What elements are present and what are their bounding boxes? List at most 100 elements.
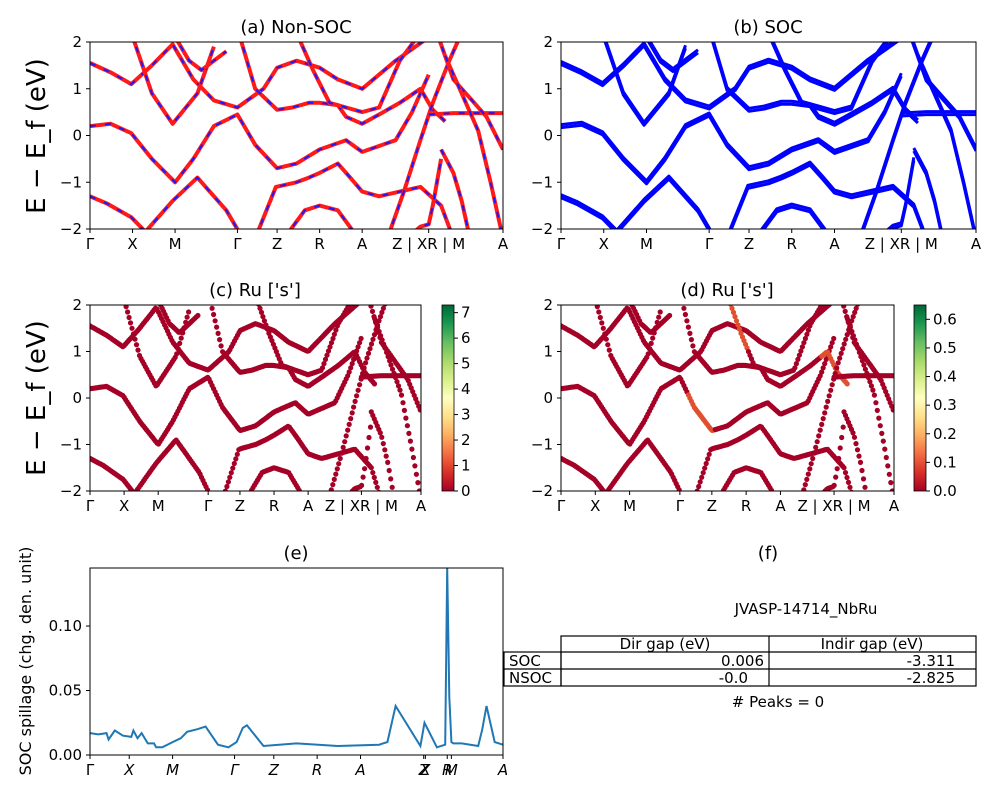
projection-dot (845, 479, 852, 485)
projection-dot (890, 407, 894, 413)
y-tick-label: −2 (60, 482, 82, 500)
projection-dot (849, 328, 855, 335)
projection-dot (407, 438, 413, 444)
projection-dot (135, 495, 140, 500)
band-line-soc (615, 174, 712, 229)
projection-dot (627, 296, 632, 301)
projection-dot (838, 350, 844, 356)
projection-dot (843, 336, 849, 342)
y-tick-label: 0 (72, 127, 82, 145)
x-tick-label: Z (272, 235, 282, 253)
colorbar-tick-label: 4 (461, 380, 471, 398)
projection-dot (178, 335, 184, 341)
projection-dot (685, 324, 692, 330)
x-tick-label: M (640, 235, 653, 253)
projection-dot (221, 493, 226, 498)
projection-dot (211, 311, 217, 318)
x-tick-label: A (498, 235, 509, 253)
x-tick-label: R (269, 497, 279, 515)
projection-dot (805, 327, 812, 333)
projection-dot (351, 295, 356, 300)
projection-dot (603, 491, 608, 496)
band-line-nonsoc (132, 42, 216, 126)
projection-dot (367, 424, 374, 430)
projection-dot (831, 335, 837, 342)
panel-d-xticks: Γ X M Γ Z R A Z | XR | M A (557, 491, 900, 515)
projection-dot (850, 314, 856, 320)
band-line-nonsoc (414, 158, 444, 229)
projection-dot (330, 482, 336, 488)
band-line-soc (728, 160, 925, 229)
projection-dot (363, 360, 369, 366)
x-tick-label: Z | XR | M (392, 235, 465, 253)
projection-dot (879, 430, 885, 436)
projection-dot (877, 423, 883, 429)
projection-dot (389, 484, 395, 490)
panel-d-colorbar (913, 304, 927, 492)
projection-dot (856, 453, 862, 459)
projection-dot (825, 398, 831, 404)
panel-d-yticks: 2 1 0 −1 −2 (531, 296, 561, 500)
projection-dot (814, 439, 820, 445)
panel-e-title: (e) (283, 543, 308, 564)
projection-dot (850, 333, 857, 339)
projection-dot (599, 320, 605, 326)
colorbar-tick-label: 0.0 (933, 482, 957, 500)
projection-dot (799, 344, 806, 350)
x-tick-label: Γ (86, 235, 95, 253)
band-line-soc-split (561, 42, 900, 111)
projection-dot (371, 474, 377, 481)
projection-dot (844, 474, 850, 481)
projection-dot (840, 424, 846, 430)
spillage-series-line (90, 568, 503, 749)
projection-dot (225, 479, 231, 485)
projection-dot (331, 331, 337, 337)
projection-dot (406, 430, 412, 436)
projection-dot (830, 299, 835, 304)
projection-dot (645, 351, 651, 357)
projection-dot (729, 305, 735, 311)
projection-dot (130, 331, 137, 337)
projection-dot (732, 314, 738, 320)
band-line-soc (561, 72, 903, 183)
projection-dot (873, 400, 879, 406)
projection-dot (380, 441, 386, 447)
panel-c-xticks: Γ X M Γ Z R A Z | XR | M A (86, 491, 427, 515)
projection-dot (682, 311, 689, 318)
projection-dot (385, 459, 391, 465)
colorbar-tick-label: 0.1 (933, 453, 957, 471)
x-tick-label: Γ (557, 235, 566, 253)
projection-dot (858, 354, 864, 360)
projection-dot (847, 324, 854, 330)
colorbar-tick-label: 0 (461, 482, 471, 500)
x-tick-label: M (169, 235, 182, 253)
band-line-nonsoc-dashed (444, 55, 502, 229)
band-line-soc-split (711, 42, 919, 127)
table-col-indir-gap: Indir gap (eV) (821, 635, 924, 653)
table-cell: 0.006 (721, 652, 764, 670)
projection-dot (805, 471, 811, 477)
projection-dot (844, 316, 851, 322)
projection-dot (331, 476, 337, 482)
band-line-nonsoc-dashed (240, 42, 446, 125)
projection-dot (121, 293, 126, 298)
projection-dot (885, 463, 891, 469)
projection-dot (386, 467, 392, 474)
projection-dot (127, 320, 134, 326)
x-tick-label: A (497, 761, 508, 779)
x-tick-label: Γ (233, 235, 242, 253)
projection-dot (357, 340, 363, 346)
projection-dot (699, 474, 705, 480)
y-tick-label: −1 (531, 436, 553, 454)
projection-dot (801, 487, 807, 491)
projection-dot (328, 487, 334, 491)
projection-dot (351, 404, 357, 410)
ylabel-middle: E − E_f (eV) (22, 320, 52, 476)
projection-dot (835, 360, 841, 366)
projection-dot (853, 441, 859, 447)
projection-dot (847, 484, 853, 490)
band-line-soc-split (561, 196, 615, 229)
band-line-nonsoc-dashed (289, 204, 353, 229)
projection-dot (349, 410, 355, 416)
